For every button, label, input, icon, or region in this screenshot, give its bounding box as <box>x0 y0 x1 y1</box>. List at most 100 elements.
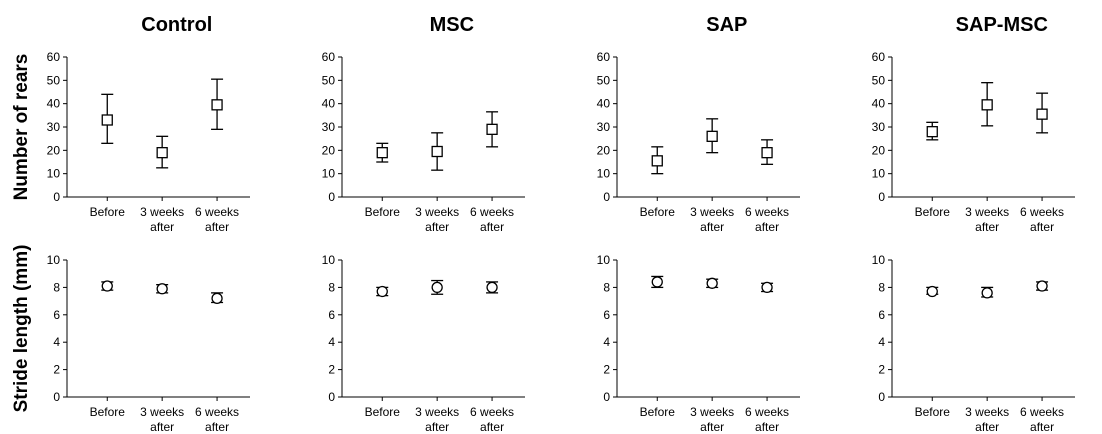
panel-1-title: Control <box>141 14 212 36</box>
panel-1-y-tick-label: 0 <box>53 190 60 204</box>
panel-7-data-point <box>651 276 663 288</box>
panel-4-y-tick-label: 40 <box>872 97 886 111</box>
panel-5-x-tick-label: 6 weeks after <box>195 405 239 434</box>
panel-3-x-tick-label: 3 weeks after <box>690 205 734 234</box>
panel-5-data-point <box>211 292 223 305</box>
panel-2-title: MSC <box>430 14 474 36</box>
panel-2-y-tick-label: 50 <box>322 73 336 87</box>
panel-6-data-point <box>376 285 388 298</box>
panel-2-data-point <box>431 145 443 158</box>
panel-2-x-tick-label: 6 weeks after <box>470 205 514 234</box>
panel-3-y-tick-label: 10 <box>597 167 611 181</box>
panel-8-y-tick-label: 0 <box>878 390 885 404</box>
panel-4-x-tick-label: 3 weeks after <box>965 205 1009 234</box>
panel-8-y-tick-label: 8 <box>878 280 885 294</box>
panel-4-y-tick-label: 10 <box>872 167 886 181</box>
panel-1-y-tick-label: 30 <box>47 120 61 134</box>
panel-7-x-tick-label: 6 weeks after <box>745 405 789 434</box>
panel-4-y-tick-label: 0 <box>878 190 885 204</box>
panel-8-x-tick-label: 6 weeks after <box>1020 405 1064 434</box>
panel-7-x-tick-label: 3 weeks after <box>690 405 734 434</box>
panel-5-data-point <box>156 283 168 295</box>
panel-6-y-tick-label: 8 <box>328 280 335 294</box>
panel-4-y-tick-label: 50 <box>872 73 886 87</box>
panel-6-x-tick-label: 3 weeks after <box>415 405 459 434</box>
panel-1-data-point <box>156 147 168 159</box>
panel-2-x-tick-label: 3 weeks after <box>415 205 459 234</box>
panel-2-y-tick-label: 40 <box>322 97 336 111</box>
panel-5-x-tick-label: Before <box>90 405 126 419</box>
panel-2-data-point <box>376 147 388 159</box>
panel-5-y-tick-label: 2 <box>53 363 60 377</box>
panel-1-y-tick-label: 60 <box>47 50 61 64</box>
panel-6-x-tick-label: 6 weeks after <box>470 405 514 434</box>
panel-6-y-tick-label: 0 <box>328 390 335 404</box>
panel-2-y-tick-label: 10 <box>322 167 336 181</box>
panel-8-y-tick-label: 4 <box>878 335 885 349</box>
panel-8-data-point <box>1036 280 1048 292</box>
panel-3-data-point <box>706 130 718 142</box>
panel-7-data-point <box>706 277 718 289</box>
panel-7-y-tick-label: 10 <box>597 253 611 267</box>
panel-2-x-tick-label: Before <box>365 205 401 219</box>
panel-3-y-tick-label: 40 <box>597 97 611 111</box>
panel-8-x-tick-label: 3 weeks after <box>965 405 1009 434</box>
panel-5-y-tick-label: 8 <box>53 280 60 294</box>
panel-1-y-tick-label: 40 <box>47 97 61 111</box>
panel-1-data-point <box>101 114 113 126</box>
panel-8-x-tick-label: Before <box>915 405 951 419</box>
panel-6-data-point <box>431 281 443 294</box>
panel-8-y-tick-label: 2 <box>878 363 885 377</box>
panel-5-y-tick-label: 4 <box>53 335 60 349</box>
panel-5-x-tick-label: 3 weeks after <box>140 405 184 434</box>
panel-4-x-tick-label: 6 weeks after <box>1020 205 1064 234</box>
panel-6-y-tick-label: 2 <box>328 363 335 377</box>
panel-3-y-tick-label: 50 <box>597 73 611 87</box>
panel-3-data-point <box>761 147 773 159</box>
panel-4-data-point <box>1036 108 1048 120</box>
panel-6-data-point <box>486 281 498 294</box>
panel-1-y-tick-label: 20 <box>47 143 61 157</box>
panel-8-data-point <box>926 285 938 298</box>
panel-5-data-point <box>101 280 113 292</box>
panel-7-x-tick-label: Before <box>640 405 676 419</box>
panel-4-title: SAP-MSC <box>956 14 1048 36</box>
panel-7-y-tick-label: 2 <box>603 363 610 377</box>
panel-2-data-point <box>486 123 498 135</box>
panel-5-y-tick-label: 10 <box>47 253 61 267</box>
panel-7-y-tick-label: 8 <box>603 280 610 294</box>
panel-3-x-tick-label: Before <box>640 205 676 219</box>
panel-8-data-point <box>981 287 993 299</box>
panel-2-y-tick-label: 30 <box>322 120 336 134</box>
panel-2-y-tick-label: 0 <box>328 190 335 204</box>
panel-6-y-tick-label: 4 <box>328 335 335 349</box>
panel-7-y-tick-label: 0 <box>603 390 610 404</box>
panel-1-x-tick-label: 6 weeks after <box>195 205 239 234</box>
panel-4-y-tick-label: 20 <box>872 143 886 157</box>
panel-1-x-tick-label: Before <box>90 205 126 219</box>
panel-8-y-tick-label: 10 <box>872 253 886 267</box>
panel-7-y-tick-label: 4 <box>603 335 610 349</box>
panel-1-y-tick-label: 10 <box>47 167 61 181</box>
row-1-y-axis-label: Number of rears <box>11 54 32 201</box>
panel-3-title: SAP <box>706 14 747 36</box>
panel-7-y-tick-label: 6 <box>603 308 610 322</box>
row-2-y-axis-label: Stride length (mm) <box>11 245 32 413</box>
panel-3-x-tick-label: 6 weeks after <box>745 205 789 234</box>
panel-3-y-tick-label: 20 <box>597 143 611 157</box>
panel-6-y-tick-label: 6 <box>328 308 335 322</box>
panel-4-y-tick-label: 60 <box>872 50 886 64</box>
panel-1-x-tick-label: 3 weeks after <box>140 205 184 234</box>
panel-1-data-point <box>211 99 223 111</box>
panel-5-y-tick-label: 6 <box>53 308 60 322</box>
panel-7-data-point <box>761 281 773 294</box>
panel-5-y-tick-label: 0 <box>53 390 60 404</box>
panel-4-x-tick-label: Before <box>915 205 951 219</box>
panel-2-y-tick-label: 20 <box>322 143 336 157</box>
panel-6-y-tick-label: 10 <box>322 253 336 267</box>
panel-3-y-tick-label: 0 <box>603 190 610 204</box>
panel-2-y-tick-label: 60 <box>322 50 336 64</box>
panel-6-x-tick-label: Before <box>365 405 401 419</box>
